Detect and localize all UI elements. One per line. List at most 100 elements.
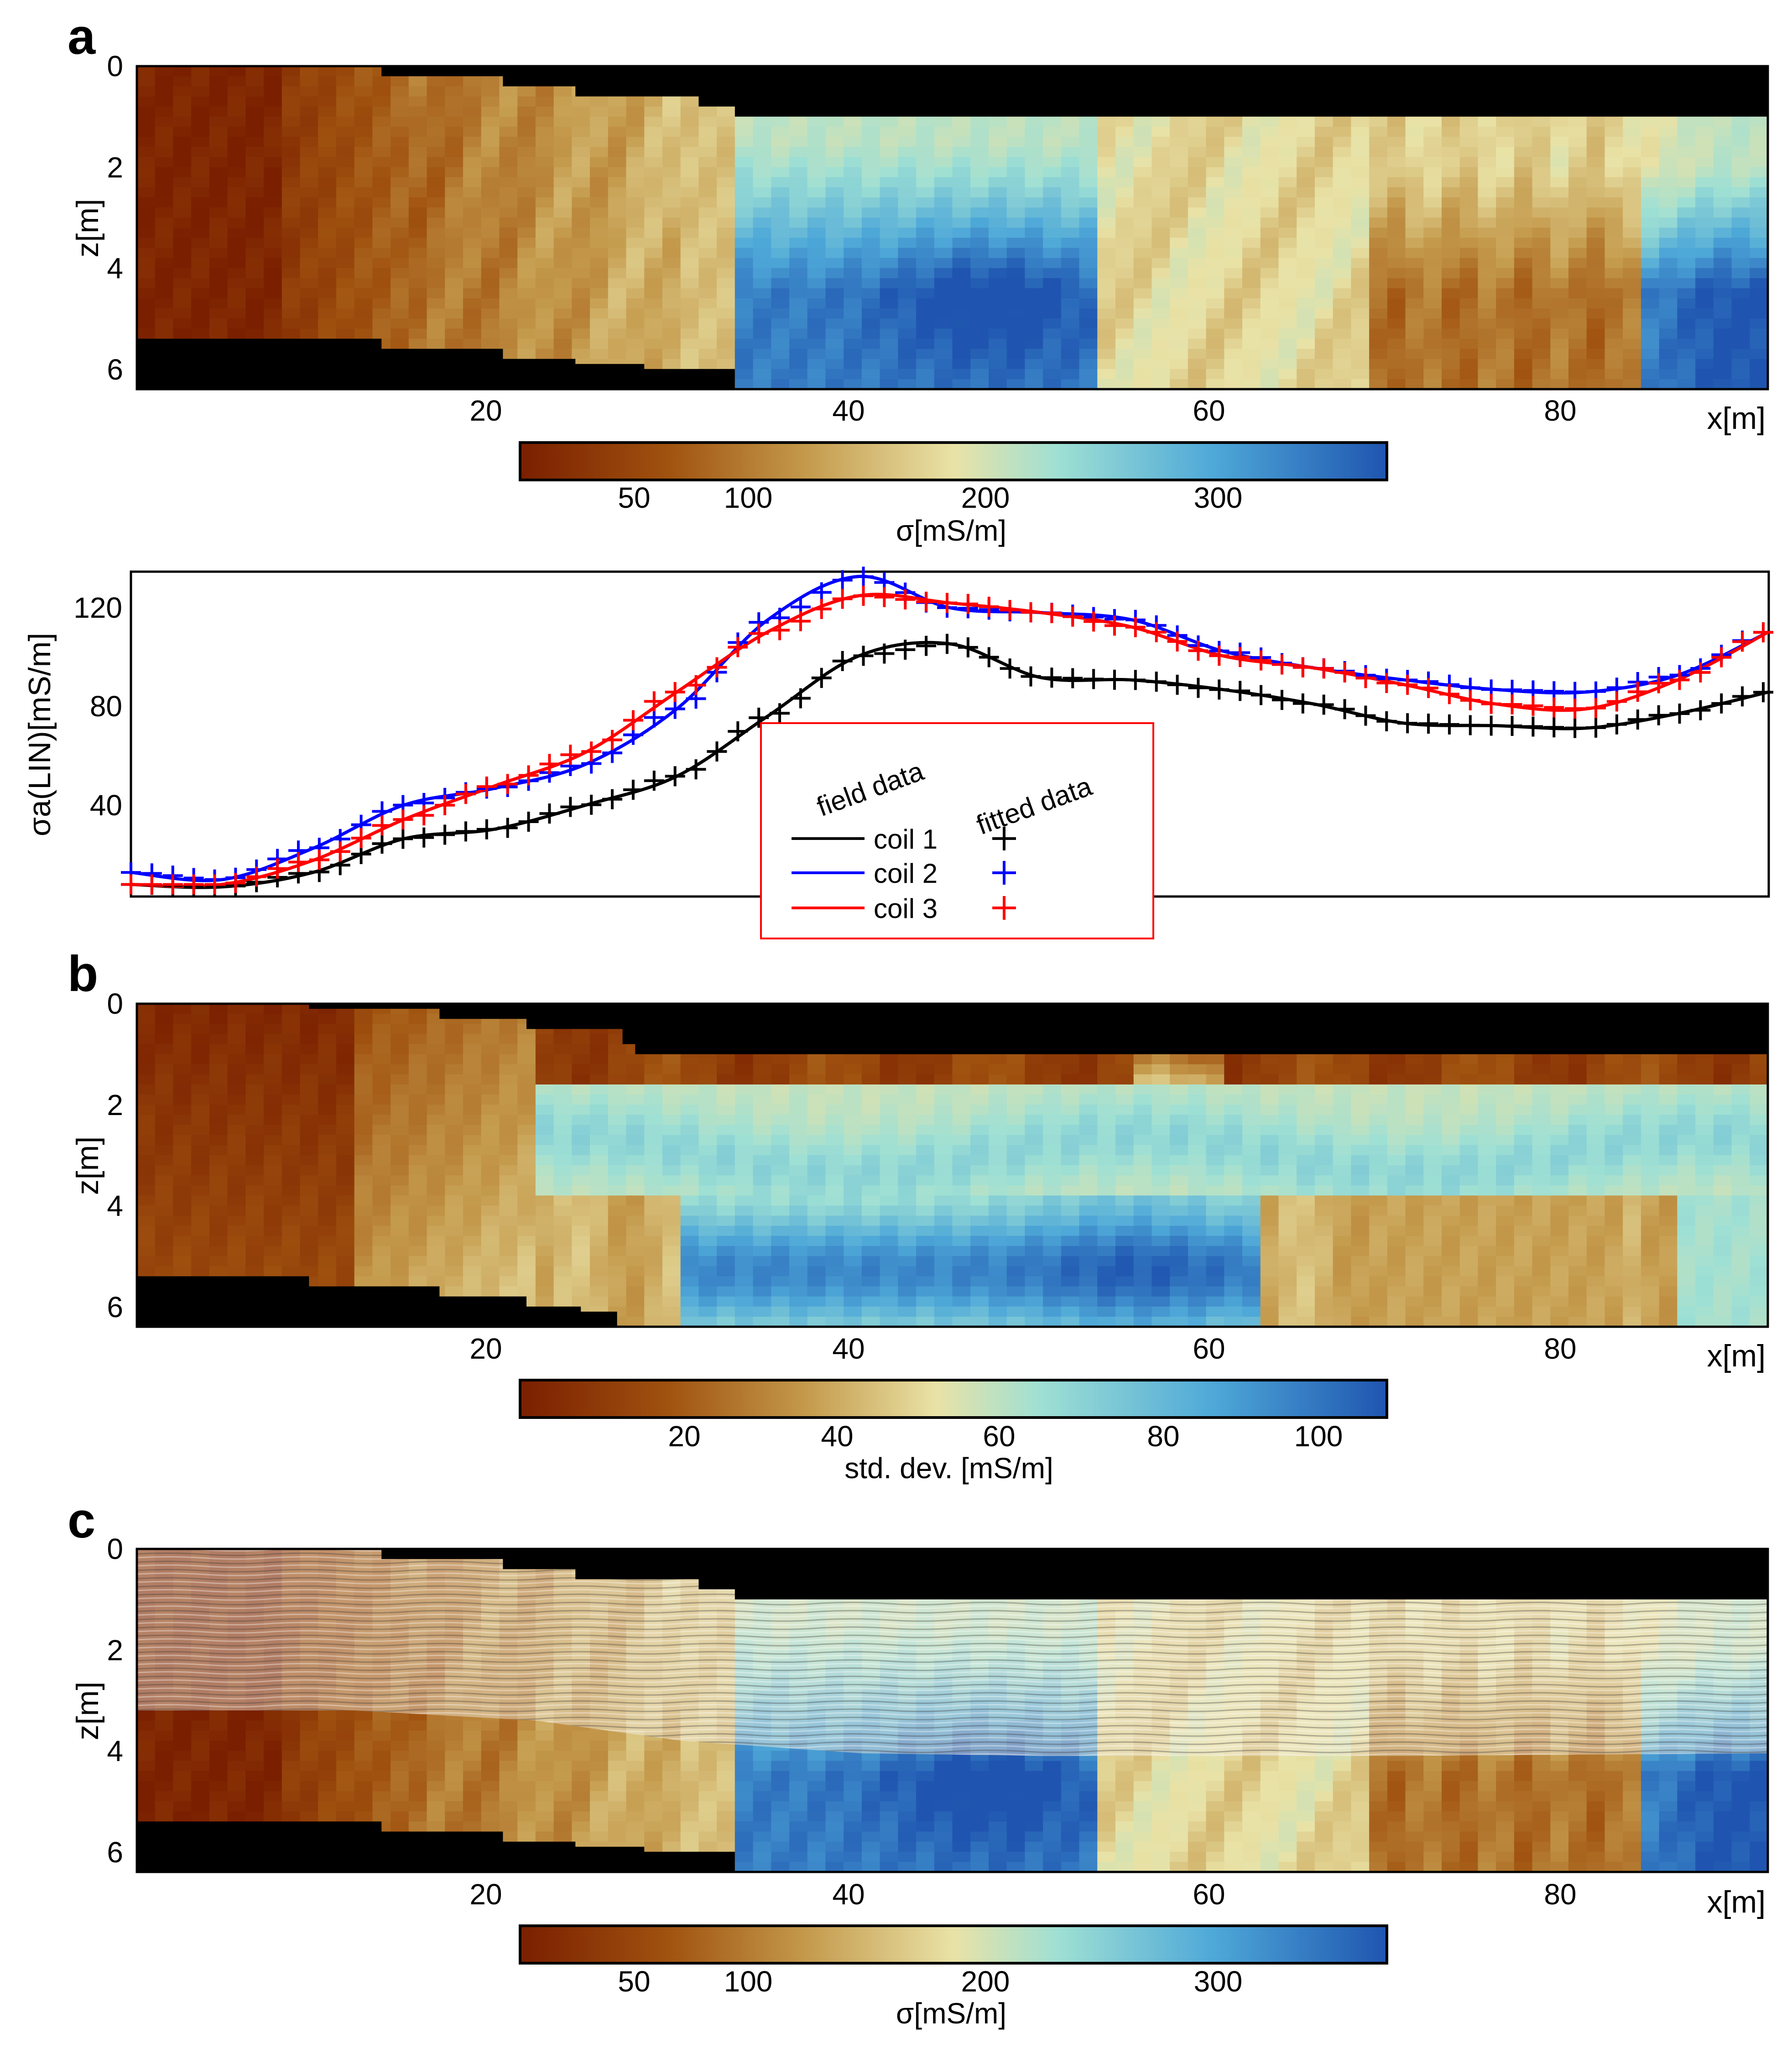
heatmap-b-cell	[680, 1054, 699, 1065]
heatmap-b-cell	[173, 1235, 192, 1246]
heatmap-a-cell	[1242, 318, 1261, 329]
heatmap-b-cell	[825, 1256, 844, 1267]
heatmap-b-cell	[789, 1145, 808, 1156]
heatmap-b-cell	[916, 1246, 935, 1256]
heatmap-b-cell	[191, 1205, 210, 1216]
heatmap-a-cell	[173, 238, 192, 249]
heatmap-a-cell	[391, 116, 409, 127]
heatmap-a-cell	[680, 339, 699, 349]
heatmap-a-cell	[535, 96, 554, 107]
heatmap-a-cell	[300, 177, 319, 188]
heatmap-b-cell	[861, 1286, 880, 1297]
heatmap-a-cell	[898, 187, 917, 198]
heatmap-a-cell	[1586, 339, 1605, 349]
heatmap-b-cell	[771, 1215, 790, 1226]
heatmap-a-cell	[1713, 167, 1732, 178]
heatmap-a-cell	[354, 66, 373, 77]
heatmap-b-cell	[844, 1306, 862, 1317]
heatmap-b-cell	[572, 1256, 590, 1267]
heatmap-a-cell	[1478, 177, 1496, 188]
heatmap-b-cell	[988, 1316, 1007, 1327]
heatmap-b-cell	[608, 1145, 627, 1156]
heatmap-b-cell	[245, 1115, 264, 1126]
heatmap-a-cell	[735, 187, 754, 198]
heatmap-b-cell	[1025, 1235, 1043, 1246]
heatmap-a-cell	[861, 217, 880, 228]
heatmap-a-cell	[1006, 207, 1026, 218]
marker-coil-3	[644, 691, 664, 712]
marker-coil-3	[1230, 647, 1250, 667]
heatmap-a-cell	[608, 298, 627, 309]
heatmap-b-cell	[1079, 1306, 1098, 1317]
heatmap-a-cell	[1061, 147, 1080, 157]
heatmap-a-cell	[1369, 147, 1388, 157]
heatmap-a-cell	[1423, 288, 1442, 299]
heatmap-b-cell	[445, 1135, 464, 1146]
heatmap-b-cell	[391, 1215, 409, 1226]
heatmap-a-cell	[1423, 167, 1442, 178]
marker-coil-3	[560, 745, 581, 765]
heatmap-b-cell	[227, 1064, 246, 1075]
heatmap-b-cell	[481, 1095, 500, 1105]
heatmap-a-cell	[1731, 228, 1750, 238]
heatmap-b-cell	[680, 1296, 699, 1307]
heatmap-a-cell	[898, 177, 917, 188]
heatmap-b-cell	[408, 1165, 427, 1176]
heatmap-b-cell	[844, 1286, 862, 1297]
heatmap-a-cell	[372, 228, 391, 238]
heatmap-a-cell	[499, 308, 518, 319]
heatmap-a-cell	[281, 298, 301, 309]
heatmap-b-cell	[535, 1074, 554, 1085]
heatmap-b-cell	[1115, 1205, 1134, 1216]
heatmap-b-cell	[245, 1155, 264, 1166]
heatmap-a-cell	[209, 268, 228, 279]
heatmap-a-cell	[825, 136, 844, 147]
heatmap-b-cell	[1151, 1246, 1170, 1256]
heatmap-b-cell	[191, 1235, 210, 1246]
heatmap-b-cell	[391, 1235, 409, 1246]
heatmap-b-cell	[916, 1064, 935, 1075]
heatmap-a-cell	[680, 228, 699, 238]
heatmap-a-cell	[1025, 228, 1043, 238]
heatmap-a-cell	[1188, 238, 1207, 249]
heatmap-a-cell	[572, 177, 590, 188]
heatmap-b-cell	[553, 1155, 573, 1166]
heatmap-a-cell	[408, 258, 427, 269]
heatmap-b-cell	[1151, 1135, 1170, 1146]
heatmap-b-cell	[1151, 1195, 1170, 1206]
heatmap-a-cell	[1695, 268, 1714, 279]
marker-coil-1	[895, 640, 916, 660]
heatmap-a-cell	[517, 147, 536, 157]
heatmap-a-cell	[934, 126, 953, 137]
heatmap-b-cell	[336, 1014, 355, 1025]
heatmap-b-cell	[517, 1235, 536, 1246]
heatmap-b-cell	[807, 1125, 826, 1136]
heatmap-a-cell	[354, 288, 373, 299]
heatmap-b-cell	[1151, 1145, 1170, 1156]
heatmap-b-cell	[209, 1205, 228, 1216]
heatmap-a-cell	[1586, 207, 1605, 218]
heatmap-a-cell	[1061, 278, 1080, 289]
heatmap-b-cell	[844, 1165, 862, 1176]
heatmap-b-cell	[771, 1316, 790, 1327]
ytick-a-6: 6	[107, 353, 123, 386]
heatmap-a-cell	[427, 157, 446, 168]
heatmap-a-cell	[264, 248, 282, 259]
heatmap-b-cell	[789, 1266, 808, 1277]
heatmap-b-cell	[1025, 1256, 1043, 1267]
heatmap-a-cell	[970, 177, 989, 188]
heatmap-a-cell	[680, 217, 699, 228]
heatmap-b-cell	[245, 1135, 264, 1146]
heatmap-a-cell	[735, 268, 754, 279]
heatmap-b-cell	[898, 1105, 917, 1116]
marker-coil-1	[1732, 686, 1753, 707]
heatmap-b-cell	[408, 1155, 427, 1166]
heatmap-b-cell	[916, 1286, 935, 1297]
heatmap-a-cell	[771, 328, 790, 339]
heatmap-a-cell	[1260, 248, 1279, 259]
heatmap-a-cell	[1115, 318, 1134, 329]
heatmap-a-cell	[1351, 288, 1370, 299]
heatmap-b-cell	[372, 1205, 391, 1216]
heatmap-b-cell	[644, 1175, 663, 1186]
heatmap-b-cell	[336, 1024, 355, 1035]
